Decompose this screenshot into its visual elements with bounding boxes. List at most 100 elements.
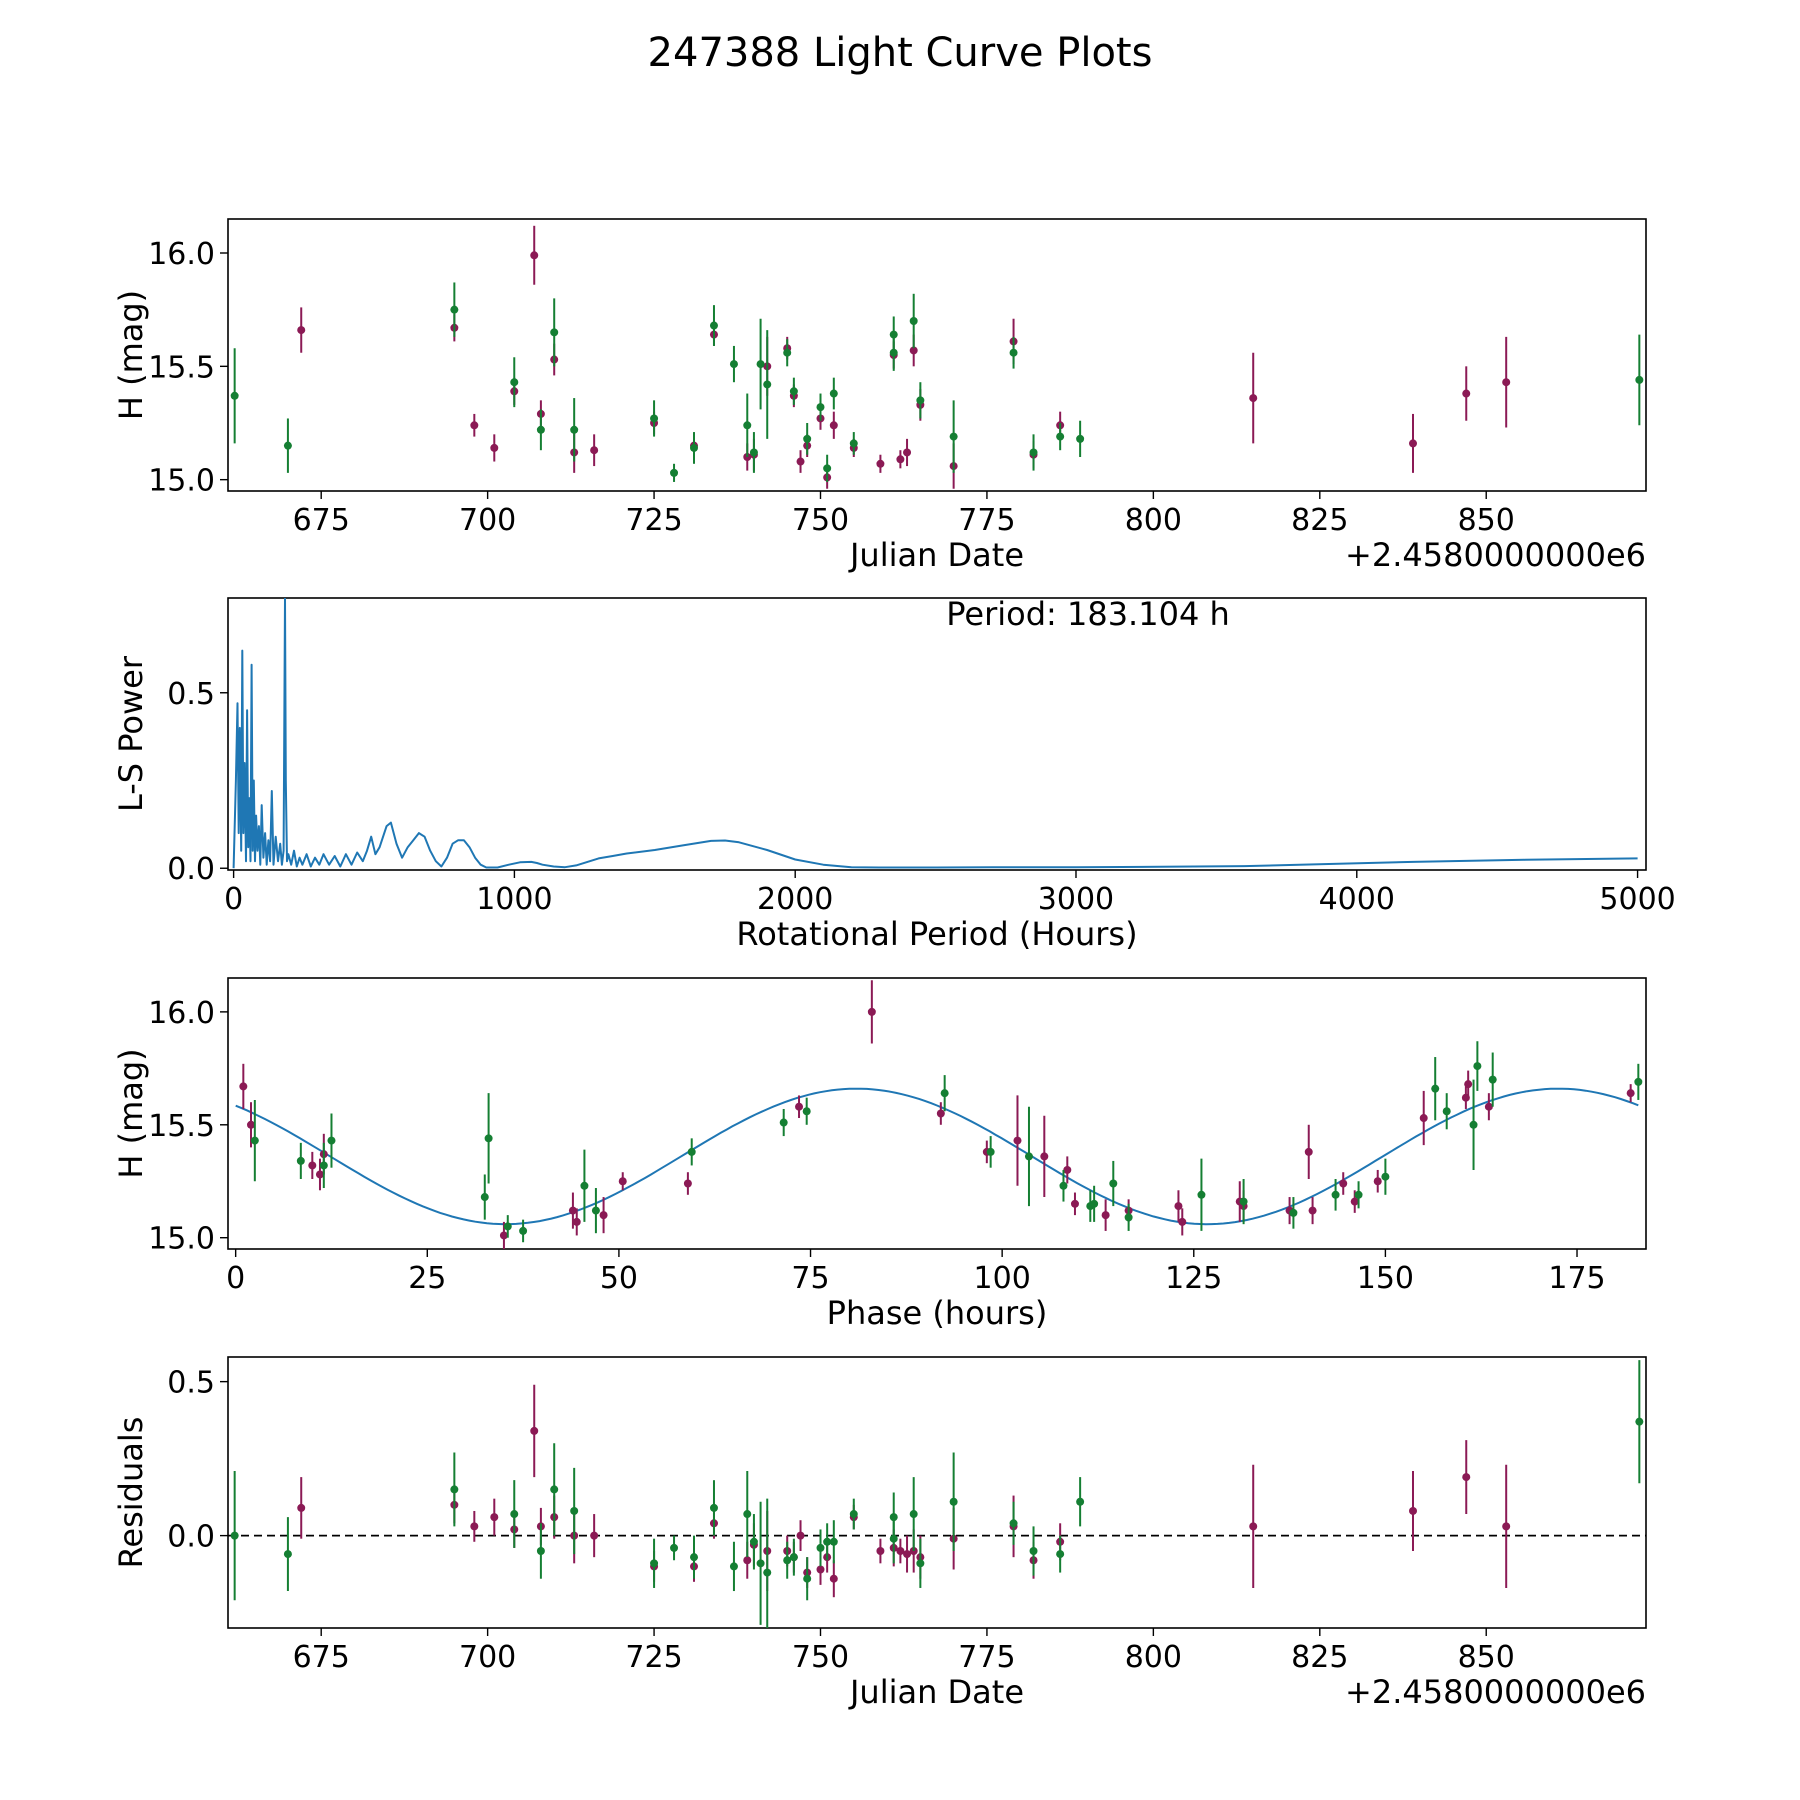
data-point <box>749 448 758 457</box>
data-point <box>283 441 292 450</box>
data-point <box>876 459 885 468</box>
y-axis-label: L-S Power <box>112 655 150 812</box>
data-point <box>1304 1147 1313 1156</box>
data-point <box>1462 1473 1471 1482</box>
data-point <box>503 1222 512 1231</box>
data-point <box>1373 1177 1382 1186</box>
x-tick-label: 800 <box>1125 503 1182 538</box>
plot-area <box>228 1360 1646 1628</box>
x-tick-label: 800 <box>1125 1640 1182 1675</box>
data-point <box>1408 439 1417 448</box>
y-tick-label: 15.0 <box>148 464 215 499</box>
x-tick-label: 700 <box>459 1640 516 1675</box>
data-point <box>1502 1522 1511 1531</box>
data-point <box>1464 1080 1473 1089</box>
data-point <box>572 1217 581 1226</box>
x-tick-label: 750 <box>792 503 849 538</box>
data-point <box>1174 1202 1183 1211</box>
plot-frame <box>227 597 1647 871</box>
data-point <box>296 1156 305 1165</box>
data-point <box>1056 1550 1065 1559</box>
periodogram-line <box>232 598 1638 869</box>
data-point <box>986 1147 995 1156</box>
data-point <box>916 1559 925 1568</box>
data-point <box>816 1543 825 1552</box>
data-point <box>230 1531 239 1540</box>
data-point <box>789 1553 798 1562</box>
y-tick-label: 0.5 <box>167 677 215 712</box>
data-point <box>1635 375 1644 384</box>
data-point <box>1502 378 1511 387</box>
data-point <box>1249 1522 1258 1531</box>
data-point <box>490 443 499 452</box>
data-point <box>909 1510 918 1519</box>
x-tick-label: 675 <box>293 503 350 538</box>
data-point <box>550 1485 559 1494</box>
data-point <box>779 1118 788 1127</box>
x-tick-label: 25 <box>408 1261 446 1296</box>
data-point <box>1029 1547 1038 1556</box>
chart-phased-curve: 0 25 50 75 100 125 150 175 15.0 15.5 16.0 Phase (ho… <box>112 977 1647 1332</box>
data-point <box>450 1485 459 1494</box>
data-point <box>789 387 798 396</box>
data-point <box>803 434 812 443</box>
data-point <box>1109 1179 1118 1188</box>
data-point <box>239 1082 248 1091</box>
data-point <box>949 432 958 441</box>
data-point <box>1408 1506 1417 1515</box>
x-tick-label: 750 <box>792 1640 849 1675</box>
data-point <box>795 1102 804 1111</box>
x-offset-label: +2.4580000000e6 <box>1345 536 1646 574</box>
y-axis-label: H (mag) <box>112 290 150 420</box>
x-tick-label: 850 <box>1458 1640 1515 1675</box>
data-point <box>763 1568 772 1577</box>
data-point <box>763 380 772 389</box>
series-series_b <box>230 1360 1644 1628</box>
x-tick-label: 100 <box>974 1261 1031 1296</box>
x-axis-label: Julian Date <box>848 1673 1024 1711</box>
data-point <box>568 1206 577 1215</box>
data-point <box>519 1226 528 1235</box>
data-point <box>709 1503 718 1512</box>
data-point <box>650 1559 659 1568</box>
data-point <box>940 1089 949 1098</box>
data-point <box>896 1547 905 1556</box>
x-tick-label: 50 <box>600 1261 638 1296</box>
data-point <box>823 1537 832 1546</box>
sine-model-fit <box>235 1087 1639 1226</box>
x-tick-label: 825 <box>1291 503 1348 538</box>
data-point <box>829 389 838 398</box>
data-point <box>450 305 459 314</box>
chart-periodogram: 0 1000 2000 3000 4000 5000 0.0 0.5 Rotational Pe… <box>112 595 1676 953</box>
data-point <box>499 1231 508 1240</box>
data-point <box>1063 1165 1072 1174</box>
x-tick-label: 2000 <box>757 882 833 917</box>
data-point <box>536 425 545 434</box>
data-point <box>1239 1197 1248 1206</box>
y-tick-label: 15.5 <box>148 1109 215 1144</box>
y-tick-label: 0.0 <box>167 1520 215 1555</box>
data-point <box>484 1134 493 1143</box>
data-point <box>690 1553 699 1562</box>
data-point <box>783 348 792 357</box>
data-point <box>1040 1152 1049 1161</box>
data-point <box>670 1543 679 1552</box>
x-tick-label: 775 <box>958 1640 1015 1675</box>
data-point <box>470 1522 479 1531</box>
x-axis-label: Phase (hours) <box>827 1294 1048 1332</box>
data-point <box>1626 1089 1635 1098</box>
x-tick-label: 4000 <box>1319 882 1395 917</box>
data-point <box>729 360 738 369</box>
x-tick-label: 125 <box>1165 1261 1222 1296</box>
data-point <box>1350 1197 1359 1206</box>
data-point <box>297 326 306 335</box>
data-point <box>1178 1217 1187 1226</box>
data-point <box>756 1559 765 1568</box>
data-point <box>590 446 599 455</box>
y-tick-label: 0.0 <box>167 852 215 887</box>
data-point <box>1442 1107 1451 1116</box>
data-point <box>308 1161 317 1170</box>
data-point <box>1431 1084 1440 1093</box>
data-point <box>816 403 825 412</box>
data-point <box>690 443 699 452</box>
